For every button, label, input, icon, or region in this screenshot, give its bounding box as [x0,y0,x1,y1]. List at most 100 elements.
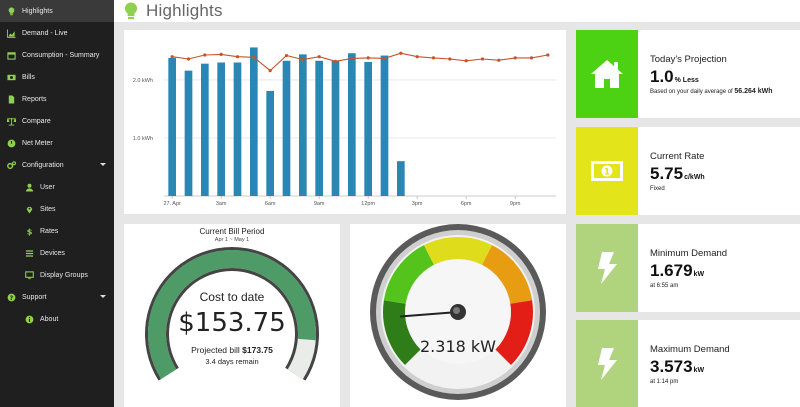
monitor-icon [24,270,34,280]
home-icon [576,30,638,118]
average-point [284,53,289,58]
sidebar-item-bills[interactable]: Bills [0,66,114,88]
average-point [317,55,321,59]
sidebar-item-about[interactable]: About [0,308,114,330]
stat-note: Fixed [650,186,665,192]
usage-bar [347,53,356,197]
average-point [529,56,534,60]
usage-chart: 1.0 kWh 2.0 kWh 27. Apr 3am 6am 9am 12pm 3pm 6pm… [133,47,556,207]
sidebar-item-label: Demand - Live [22,29,68,37]
stat-value: 1.0% Less [650,67,699,86]
sidebar-item-label: Support [22,293,47,301]
bill-period-title: Current Bill Period [199,227,265,236]
sidebar-item-support[interactable]: ? Support [0,286,114,308]
sidebar-item-sites[interactable]: Sites [0,198,114,220]
average-point [497,58,501,62]
average-point [399,51,403,55]
stat-note: Based on your daily average of 56.264 kW… [650,88,773,95]
sidebar-item-devices[interactable]: Devices [0,242,114,264]
average-point [480,57,485,61]
minimum-demand-card: Minimum Demand 1.679 kW at 6:55 am [576,224,800,312]
stat-label: Minimum Demand [650,248,728,259]
sidebar-item-label: Highlights [22,7,53,15]
cost-to-date-value: $153.75 [178,308,286,338]
gauge-band [383,300,421,366]
usage-chart-card: 1.0 kWh 2.0 kWh 27. Apr 3am 6am 9am 12pm 3pm 6pm… [124,30,566,214]
x-tick-label: 9am [314,201,325,207]
y-tick-label: 1.0 kWh [133,136,153,142]
projected-bill-value: $173.75 [242,345,273,355]
usage-bar [396,161,405,196]
area-chart-icon [6,28,16,38]
scale-icon [6,116,16,126]
average-point [268,69,272,73]
stat-unit: % Less [674,77,699,84]
demand-gauge [370,224,546,400]
stat-note: at 1:14 pm [650,379,679,385]
demand-gauge-card: 2.318 kW [350,224,566,407]
sidebar-item-label: Consumption - Summary [22,51,100,59]
page-title: Highlights [146,1,223,20]
average-point [252,55,256,59]
file-icon [6,94,16,104]
bars-icon [24,248,34,258]
chevron-down-icon [100,163,106,166]
gauge-band [482,245,533,304]
average-point [415,55,419,59]
bill-progress-arc [124,247,340,407]
usage-bar [200,63,209,196]
average-point [431,56,436,60]
sidebar-item-label: Compare [22,117,51,125]
sidebar-item-demand-live[interactable]: Demand - Live [0,22,114,44]
average-point [219,52,223,56]
average-line [172,52,548,72]
usage-bar [184,70,193,196]
stat-value: 3.573 kW [650,357,705,376]
gauge-needle [400,311,459,318]
bill-arc-mask [124,402,340,407]
x-tick-label: 3pm [412,201,423,207]
gauge-band [383,245,434,304]
days-remaining: 3.4 days remain [205,357,259,366]
sidebar-item-display-groups[interactable]: Display Groups [0,264,114,286]
gauge-hub-highlight [453,307,460,314]
sidebar-item-reports[interactable]: Reports [0,88,114,110]
stat-unit: c/kWh [684,174,705,181]
usage-bar [233,62,242,197]
average-point [350,56,354,61]
x-tick-label: 3am [216,201,227,207]
question-icon: ? [6,292,16,302]
bill-arc-fill [148,250,316,380]
usage-bar [249,47,258,196]
lightbulb-icon [6,6,16,16]
svg-text:?: ? [9,294,13,301]
usage-bar [282,60,291,196]
current-rate-card: 1 Current Rate 5.75 c/kWh Fixed [576,127,800,215]
sidebar-item-net-meter[interactable]: Net Meter [0,132,114,154]
sidebar-item-rates[interactable]: $ Rates [0,220,114,242]
sidebar-item-label: Bills [22,73,35,81]
bolt-icon [576,320,638,407]
sidebar-item-configuration[interactable]: Configuration [0,154,114,176]
average-point [464,59,468,63]
sidebar-item-label: Reports [22,95,47,103]
bolt-icon [576,224,638,312]
usage-bar [364,61,373,196]
usage-bar [266,90,275,196]
sidebar-item-highlights[interactable]: Highlights [0,0,114,22]
sidebar-item-consumption-summary[interactable]: Consumption - Summary [0,44,114,66]
average-point [513,56,517,60]
x-tick-label: 6pm [461,201,472,207]
dollar-icon: $ [24,226,34,236]
stat-value: 1.679 kW [650,261,705,280]
sidebar-item-compare[interactable]: Compare [0,110,114,132]
usage-bar [217,62,226,197]
average-point [203,53,207,57]
cogs-icon [6,160,16,170]
usage-bar [331,60,340,196]
info-icon [24,314,34,324]
svg-text:1: 1 [604,168,610,178]
sidebar-item-label: Net Meter [22,139,53,147]
sidebar-item-user[interactable]: User [0,176,114,198]
sidebar-item-label: Rates [40,227,59,235]
